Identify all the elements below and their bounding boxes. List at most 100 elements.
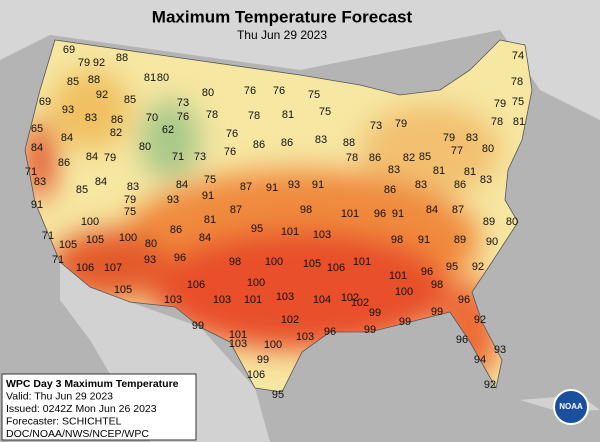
- temperature-label: 85: [419, 151, 431, 163]
- temperature-label: 85: [124, 94, 136, 106]
- temperature-label: 86: [281, 137, 293, 149]
- temperature-label: 99: [369, 307, 381, 319]
- temperature-label: 104: [313, 294, 331, 306]
- temperature-label: 95: [251, 223, 263, 235]
- title: Maximum Temperature Forecast: [152, 7, 413, 26]
- temperature-label: 62: [162, 124, 174, 136]
- mexico: [60, 262, 270, 442]
- temperature-label: 83: [34, 176, 46, 188]
- info-line: Valid: Thu Jun 29 2023: [6, 391, 113, 403]
- temperature-label: 77: [451, 145, 463, 157]
- temperature-label: 81: [513, 116, 525, 128]
- temperature-label: 76: [177, 111, 189, 123]
- temperature-label: 86: [384, 184, 396, 196]
- temperature-label: 76: [244, 85, 256, 97]
- temperature-label: 69: [39, 96, 51, 108]
- temperature-label: 84: [199, 232, 211, 244]
- temperature-label: 93: [288, 179, 300, 191]
- temperature-label: 105: [59, 239, 77, 251]
- temperature-label: 91: [418, 234, 430, 246]
- temperature-label: 88: [116, 52, 128, 64]
- temperature-label: 87: [230, 204, 242, 216]
- temperature-label: 84: [31, 142, 43, 154]
- temperature-label: 86: [253, 139, 265, 151]
- temperature-label: 96: [458, 294, 470, 306]
- temperature-label: 91: [31, 199, 43, 211]
- subtitle: Thu Jun 29 2023: [237, 28, 327, 42]
- temperature-label: 99: [192, 320, 204, 332]
- temperature-label: 69: [63, 44, 75, 56]
- temperature-label: 98: [300, 204, 312, 216]
- temperature-label: 84: [426, 204, 438, 216]
- temperature-label: 83: [127, 181, 139, 193]
- temperature-label: 70: [146, 112, 158, 124]
- temperature-label: 80: [202, 87, 214, 99]
- temperature-label: 100: [265, 256, 283, 268]
- temperature-label: 107: [104, 262, 122, 274]
- temperature-label: 105: [86, 234, 104, 246]
- temperature-label: 96: [324, 326, 336, 338]
- temperature-label: 93: [144, 254, 156, 266]
- temperature-label: 83: [85, 112, 97, 124]
- temperature-label: 81: [144, 72, 156, 84]
- temperature-label: 91: [392, 208, 404, 220]
- temperature-label: 94: [474, 354, 486, 366]
- temperature-label: 75: [124, 206, 136, 218]
- temperature-label: 106: [247, 369, 265, 381]
- temperature-label: 73: [177, 97, 189, 109]
- temperature-label: 105: [114, 284, 132, 296]
- temperature-label: 78: [511, 76, 523, 88]
- temperature-label: 89: [483, 216, 495, 228]
- temperature-label: 75: [319, 106, 331, 118]
- logo: [553, 389, 589, 425]
- temperature-label: 78: [491, 116, 503, 128]
- temperature-label: 83: [315, 134, 327, 146]
- temperature-label: 103: [229, 338, 247, 350]
- temperature-label: 80: [482, 143, 494, 155]
- temperature-label: 101: [389, 270, 407, 282]
- temperature-label: 103: [276, 291, 294, 303]
- info-line: Issued: 0242Z Mon Jun 26 2023: [6, 403, 157, 415]
- temperature-label: 101: [244, 294, 262, 306]
- temperature-label: 86: [454, 179, 466, 191]
- temperature-label: 75: [308, 89, 320, 101]
- temperature-label: 86: [369, 152, 381, 164]
- temperature-label: 81: [204, 214, 216, 226]
- temperature-label: 96: [421, 266, 433, 278]
- temperature-label: 101: [353, 256, 371, 268]
- temperature-label: 65: [31, 123, 43, 135]
- temperature-label: 71: [172, 151, 184, 163]
- info-line: WPC Day 3 Maximum Temperature: [6, 378, 179, 390]
- temperature-label: 71: [52, 254, 64, 266]
- temperature-label: 99: [257, 354, 269, 366]
- temperature-label: 83: [466, 132, 478, 144]
- temperature-label: 80: [157, 72, 169, 84]
- temperature-label: 89: [454, 234, 466, 246]
- temperature-label: 93: [494, 344, 506, 356]
- temperature-label: 92: [484, 379, 496, 391]
- temperature-label: 87: [452, 204, 464, 216]
- temperature-label: 100: [81, 216, 99, 228]
- temperature-label: 86: [58, 157, 70, 169]
- temperature-label: 99: [364, 324, 376, 336]
- temperature-label: 101: [281, 226, 299, 238]
- temperature-label: 91: [202, 190, 214, 202]
- temperature-label: 88: [343, 137, 355, 149]
- temperature-label: 95: [272, 389, 284, 401]
- temperature-label: 83: [415, 179, 427, 191]
- temperature-label: 85: [67, 76, 79, 88]
- temperature-label: 79: [104, 152, 116, 164]
- temperature-label: 92: [96, 89, 108, 101]
- temperature-label: 100: [247, 277, 265, 289]
- canada: [0, 0, 600, 120]
- temperature-label: 84: [95, 176, 107, 188]
- temperature-label: 103: [313, 229, 331, 241]
- temperature-label: 81: [464, 166, 476, 178]
- temperature-label: 84: [86, 151, 98, 163]
- temperature-label: 102: [341, 292, 359, 304]
- temperature-label: 71: [42, 230, 54, 242]
- temperature-label: 86: [111, 114, 123, 126]
